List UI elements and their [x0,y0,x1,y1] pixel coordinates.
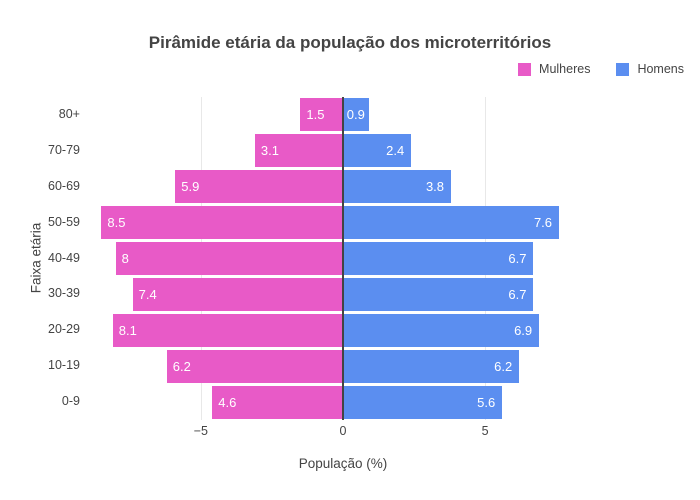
bar-value-label: 5.6 [477,394,496,410]
bar-mulheres-50-59[interactable]: 8.5 [101,206,343,240]
bar-homens-40-49[interactable]: 6.7 [343,242,534,275]
y-tick-80+: 80+ [58,106,80,121]
bar-mulheres-10-19[interactable]: 6.2 [166,349,343,383]
bar-value-label: 6.7 [508,251,527,266]
legend-label-mulheres: Mulheres [539,62,591,76]
x-axis-title: População (%) [298,456,388,471]
bar-homens-20-29[interactable]: 6.9 [343,313,540,347]
bar-value-label: 7.4 [138,286,157,302]
bar-value-label: 0.9 [346,107,365,123]
y-tick-10-19: 10-19 [48,358,80,373]
y-tick-20-29: 20-29 [48,322,80,337]
bar-value-label: 8 [121,251,129,266]
bar-mulheres-80+[interactable]: 1.5 [300,98,343,132]
bar-value-label: 6.9 [514,322,533,338]
bar-value-label: 6.7 [508,286,527,302]
bar-value-label: 7.6 [533,215,553,231]
bar-homens-80+[interactable]: 0.9 [343,98,369,132]
bar-mulheres-30-39[interactable]: 7.4 [132,277,343,311]
legend-item-homens[interactable]: Homens [616,62,684,76]
bar-homens-70-79[interactable]: 2.4 [343,134,412,168]
x-tick-0: 0 [339,424,347,438]
bar-homens-60-69[interactable]: 3.8 [343,170,452,204]
y-tick-0-9: 0-9 [61,394,80,409]
bar-mulheres-60-69[interactable]: 5.9 [175,170,343,204]
bar-homens-30-39[interactable]: 6.7 [343,277,534,311]
bar-value-label: 6.2 [494,358,513,374]
x-tick-5: 5 [481,424,489,438]
legend-swatch-mulheres [518,62,532,76]
x-tick-−5: −5 [193,424,208,438]
legend-label-homens: Homens [637,62,684,76]
bar-homens-0-9[interactable]: 5.6 [343,385,503,419]
y-tick-30-39: 30-39 [48,286,80,301]
bar-homens-10-19[interactable]: 6.2 [343,349,520,383]
bar-mulheres-20-29[interactable]: 8.1 [112,313,343,347]
bar-value-label: 6.2 [172,358,191,374]
bar-mulheres-0-9[interactable]: 4.6 [212,385,343,419]
bar-value-label: 8.5 [107,215,126,231]
bar-mulheres-70-79[interactable]: 3.1 [254,134,343,168]
bar-value-label: 4.6 [218,394,237,410]
bar-value-label: 2.4 [386,143,405,159]
legend-swatch-homens [616,62,630,76]
zero-line [342,97,344,420]
bar-homens-50-59[interactable]: 7.6 [343,206,560,240]
y-tick-60-69: 60-69 [48,178,80,193]
bar-value-label: 5.9 [181,179,200,195]
bar-value-label: 3.1 [260,143,279,159]
bar-mulheres-40-49[interactable]: 8 [115,242,343,275]
bar-value-label: 8.1 [118,322,137,338]
bar-value-label: 1.5 [306,107,325,123]
y-tick-50-59: 50-59 [48,214,80,229]
chart-title: Pirâmide etária da população dos microte… [148,33,552,52]
legend-item-mulheres[interactable]: Mulheres [518,62,590,76]
y-tick-70-79: 70-79 [48,142,80,157]
y-tick-40-49: 40-49 [48,250,80,265]
bar-value-label: 3.8 [425,179,445,195]
legend: Mulheres Homens [518,62,684,76]
plot-area: 1.5 0.9 3.1 2.4 5.9 3.8 8.5 7.6 8 6.7 7.4 6.7 8.1 6.9… [90,97,596,420]
